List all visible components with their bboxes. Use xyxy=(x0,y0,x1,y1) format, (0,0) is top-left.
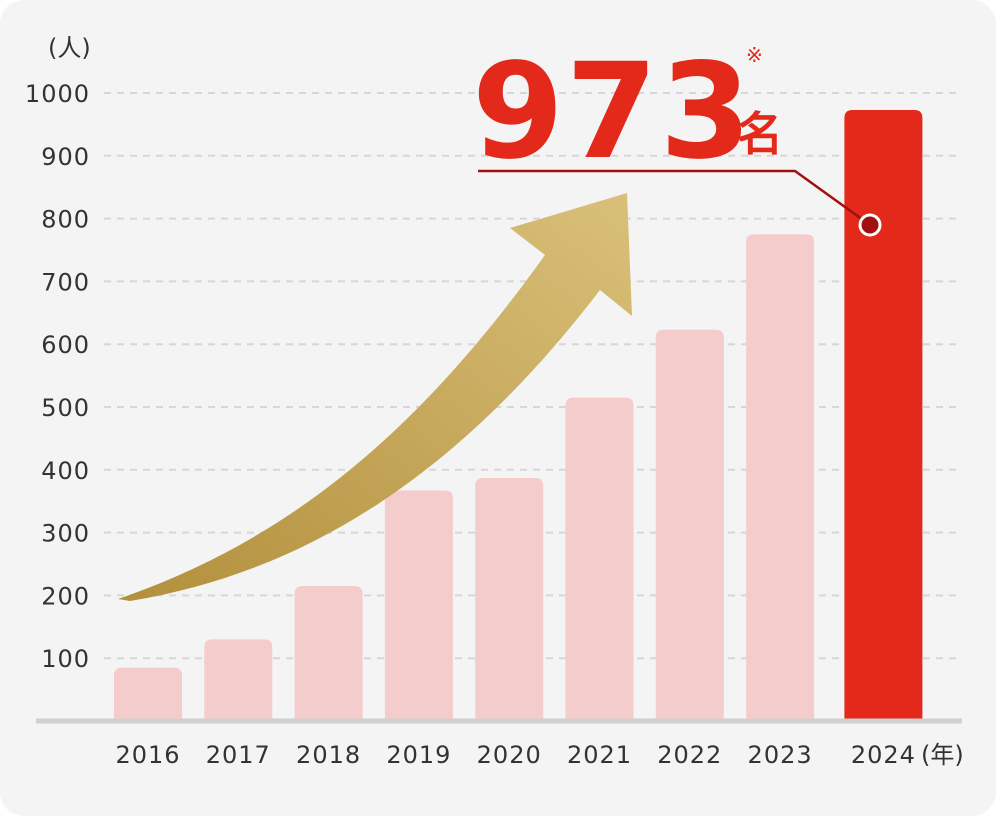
y-tick-label: 400 xyxy=(41,457,90,485)
x-tick-label: 2022 xyxy=(657,741,722,769)
bar-highlight xyxy=(844,109,923,722)
highlight-unit: 名 xyxy=(737,107,783,161)
bar xyxy=(655,329,724,721)
note-mark: ※ xyxy=(746,43,763,67)
x-tick-label: 2020 xyxy=(477,741,542,769)
x-tick-label: 2017 xyxy=(206,741,271,769)
x-tick-label: 2016 xyxy=(115,741,180,769)
y-tick-label: 1000 xyxy=(25,80,90,108)
x-tick-label: 2023 xyxy=(748,741,813,769)
bar xyxy=(746,234,815,722)
y-tick-label: 700 xyxy=(41,268,90,296)
bar xyxy=(565,397,634,721)
bar xyxy=(294,585,363,721)
y-tick-label: 100 xyxy=(41,645,90,673)
y-tick-label: 900 xyxy=(41,143,90,171)
x-tick-label: 2024 xyxy=(851,741,916,769)
y-tick-labels: 100 200 300 400 500 600 700 800 900 1000 xyxy=(25,80,90,673)
x-axis-unit: (年) xyxy=(921,741,964,769)
growth-arrow xyxy=(118,193,632,601)
y-tick-label: 800 xyxy=(41,206,90,234)
y-tick-label: 200 xyxy=(41,582,90,610)
bar xyxy=(204,639,273,721)
y-tick-label: 300 xyxy=(41,520,90,548)
callout-line xyxy=(478,169,871,227)
bar xyxy=(475,477,544,721)
y-tick-label: 600 xyxy=(41,331,90,359)
bar xyxy=(384,490,453,721)
x-tick-label: 2019 xyxy=(386,741,451,769)
x-tick-labels: 2016 2017 2018 2019 2020 2021 2022 2023 2024 xyxy=(115,741,916,769)
x-tick-label: 2021 xyxy=(567,741,632,769)
bars xyxy=(114,109,923,722)
callout-dot xyxy=(858,213,882,237)
bar xyxy=(114,667,182,721)
highlight-value: 973 xyxy=(472,35,754,189)
y-axis-unit: (人) xyxy=(48,34,91,62)
x-tick-label: 2018 xyxy=(296,741,361,769)
y-tick-label: 500 xyxy=(41,394,90,422)
